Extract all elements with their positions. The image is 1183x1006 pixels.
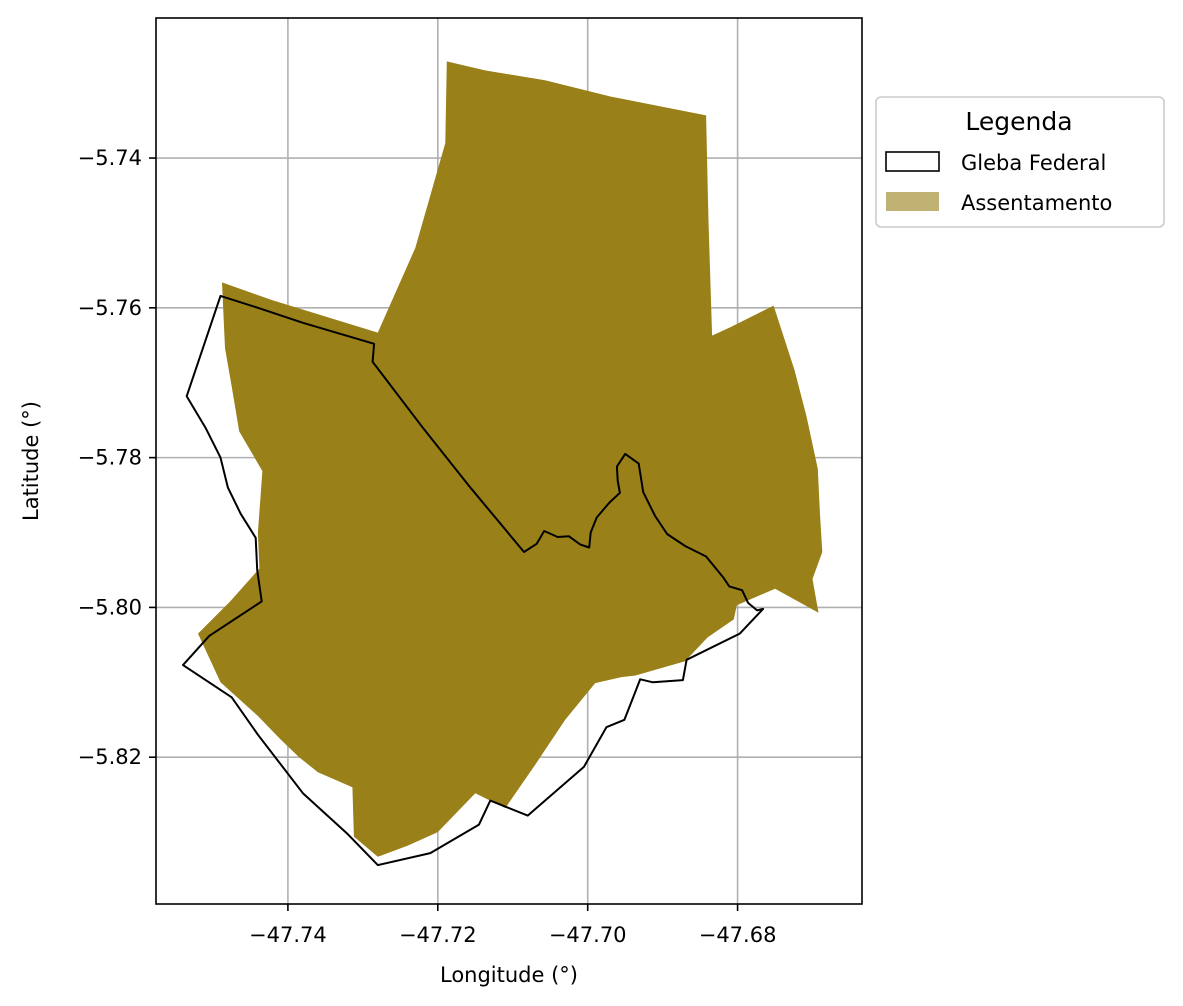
gleba-federal-outline <box>182 294 765 867</box>
y-tick-label: −5.80 <box>78 595 142 619</box>
x-tick-label: −47.72 <box>399 923 477 947</box>
legend-title: Legenda <box>965 107 1072 136</box>
legend-swatch-assentamento <box>886 192 939 211</box>
legend-label-assentamento: Assentamento <box>961 191 1112 215</box>
y-tick-label: −5.82 <box>78 745 142 769</box>
x-axis-label: Longitude (°) <box>440 963 578 987</box>
assentamento-polygon <box>198 61 823 857</box>
y-axis-label: Latitude (°) <box>19 401 43 521</box>
y-tick-label: −5.74 <box>78 146 142 170</box>
x-tick-label: −47.70 <box>549 923 627 947</box>
legend-box <box>875 96 1165 228</box>
map-layers <box>182 61 823 867</box>
legend-swatch-gleba-federal <box>885 151 940 172</box>
axis-ticks: −47.74 −47.72 −47.70 −47.68 −5.74 −5.76 −5.78 −… <box>78 146 777 947</box>
x-tick-label: −47.74 <box>249 923 327 947</box>
y-tick-label: −5.78 <box>78 446 142 470</box>
plot-frame <box>155 17 863 905</box>
legend: Legenda Gleba Federal Assentamento <box>875 96 1165 228</box>
legend-label-gleba-federal: Gleba Federal <box>961 151 1106 175</box>
y-tick-label: −5.76 <box>78 296 142 320</box>
x-tick-label: −47.68 <box>699 923 777 947</box>
